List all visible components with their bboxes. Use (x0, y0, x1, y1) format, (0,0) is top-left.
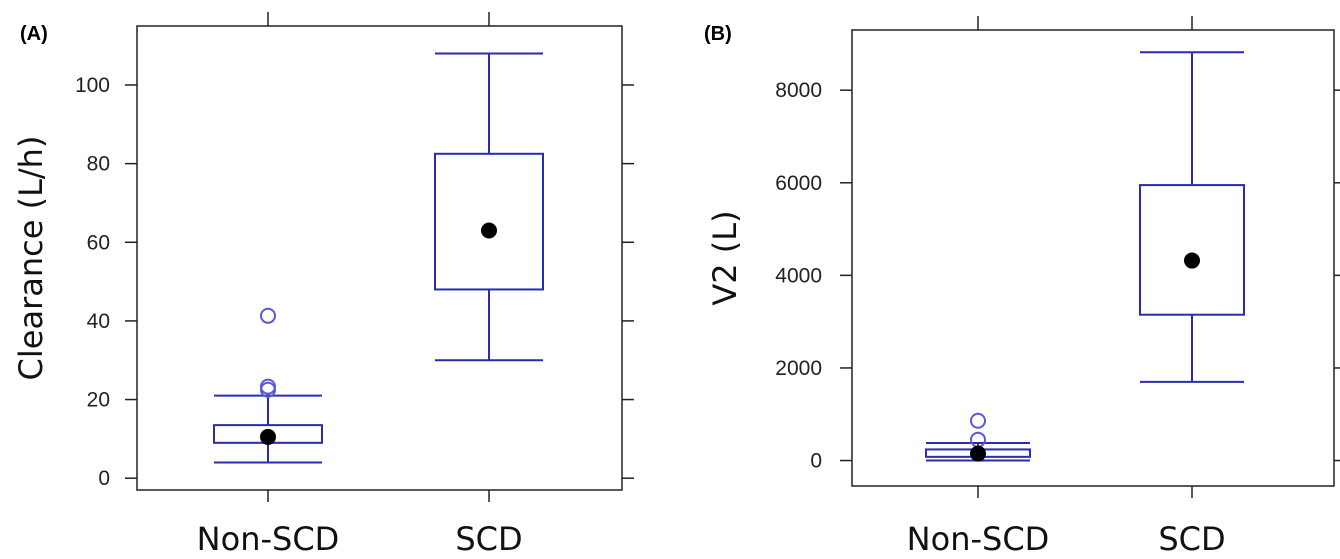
y-tick-label: 6000 (775, 172, 822, 195)
box-non-scd (925, 412, 1031, 462)
y-axis-title: V2 (L) (706, 210, 744, 305)
plot-frame (136, 25, 623, 491)
category-label: Non-SCD (907, 520, 1050, 558)
y-tick-label: 4000 (775, 264, 822, 287)
y-tick-label: 2000 (775, 357, 822, 380)
mean-point (481, 222, 497, 239)
category-label: Non-SCD (197, 520, 340, 558)
outlier-point (970, 412, 986, 429)
panel-b: (B) 0 2000 4000 6000 8000 Non-SCD SCD V2 (L) (704, 16, 1340, 558)
outlier-point (260, 378, 276, 395)
y-tick-label: 20 (87, 389, 110, 412)
category-label: SCD (1158, 520, 1225, 558)
y-axis-title: Clearance (L/h) (12, 136, 50, 381)
box-scd (434, 52, 544, 362)
box-non-scd (213, 307, 323, 464)
y-tick-label: 0 (810, 450, 822, 473)
mean-point (260, 428, 276, 445)
category-label: SCD (455, 520, 522, 558)
panel-a: (A) 0 20 40 60 80 100 Non-SCD SCD Clearance (L/h) (12, 12, 634, 558)
panel-label: (A) (20, 23, 48, 45)
y-tick-label: 60 (87, 231, 110, 254)
y-tick-label: 100 (75, 74, 110, 97)
mean-point (1184, 252, 1200, 269)
mean-point (970, 445, 986, 462)
outlier-point (260, 307, 276, 324)
y-tick-label: 8000 (775, 79, 822, 102)
plot-frame (851, 29, 1335, 487)
box-scd (1139, 51, 1245, 383)
y-tick-label: 40 (87, 310, 110, 333)
iqr-box (434, 152, 544, 291)
panel-label: (B) (704, 23, 732, 45)
y-tick-label: 0 (98, 467, 110, 490)
iqr-box (1139, 184, 1245, 316)
y-tick-label: 80 (87, 153, 110, 176)
